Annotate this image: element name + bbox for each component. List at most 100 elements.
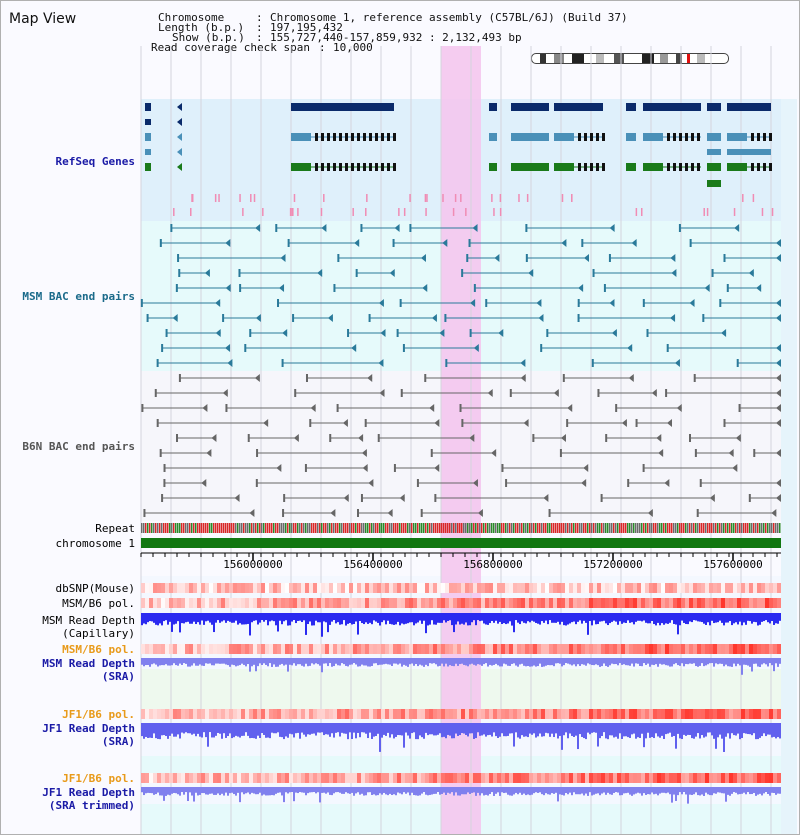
track-label-msm-bac[interactable]: MSM BAC end pairs (22, 290, 135, 303)
jf1-trimmed-depth-bar (599, 787, 601, 796)
b6n-bac-pair-end (459, 404, 462, 412)
repeat-element (483, 523, 485, 533)
repeat-element (575, 523, 577, 533)
msm-bac-pair-end (317, 269, 323, 277)
track-label-msm-depth-sra[interactable]: MSM Read Depth (42, 657, 135, 670)
snp-density-cell (169, 598, 173, 608)
b6n-bac-pair-end (282, 509, 285, 517)
snp-density-cell (689, 644, 693, 654)
msm-bac-pair-end (280, 254, 286, 262)
snp-density-cell (565, 773, 569, 783)
msm-bac-pair-end (704, 284, 710, 292)
msm-capillary-depth-bar (393, 613, 395, 625)
msm-sra-depth-bar (595, 658, 597, 665)
msm-sra-depth-bar (755, 658, 757, 664)
msm-sra-depth-bar (323, 658, 325, 664)
jf1-sra-depth-bar (333, 723, 335, 738)
msm-bac-pair-end (469, 329, 472, 337)
msm-capillary-depth-bar (301, 613, 303, 623)
msm-capillary-depth-bar (549, 613, 551, 621)
repeat-element (397, 523, 399, 533)
chromosome-ideogram[interactable] (531, 53, 729, 64)
track-label-refseq[interactable]: RefSeq Genes (55, 155, 135, 168)
msm-capillary-depth-bar (365, 613, 367, 623)
jf1-sra-depth-bar (453, 723, 455, 739)
track-label-b6n-bac[interactable]: B6N BAC end pairs (22, 440, 135, 453)
track-label-jf1-b6-pol[interactable]: JF1/B6 pol. (62, 708, 135, 721)
msm-capillary-depth-bar (469, 613, 471, 626)
jf1-trimmed-depth-bar (357, 787, 359, 793)
repeat-element (605, 523, 607, 533)
track-label-msm-b6-pol[interactable]: MSM/B6 pol. (62, 597, 135, 610)
repeat-element (407, 523, 409, 533)
jf1-sra-depth-bar (367, 723, 369, 739)
msm-bac-pair-end (646, 329, 649, 337)
msm-capillary-depth-bar (491, 613, 493, 621)
track-label-jf1-depth-sra[interactable]: JF1 Read Depth (42, 722, 135, 735)
msm-sra-depth-bar (455, 658, 457, 664)
jf1-trimmed-depth-bar (455, 787, 457, 793)
snp-density-cell (197, 583, 201, 593)
snp-density-cell (349, 644, 353, 654)
b6n-bac-pair-end (732, 464, 738, 472)
jf1-sra-depth-bar (161, 723, 163, 736)
jf1-sra-depth-bar (235, 723, 237, 736)
track-label-jf1-b6-pol-2[interactable]: JF1/B6 pol. (62, 772, 135, 785)
repeat-element (499, 523, 501, 533)
jf1-trimmed-depth-bar (503, 787, 505, 794)
jf1-sra-depth-bar (765, 723, 767, 737)
gene-marker (752, 194, 755, 202)
repeat-element (745, 523, 747, 533)
jf1-trimmed-depth-bar (183, 787, 185, 795)
jf1-sra-depth-bar (521, 723, 523, 736)
msm-bac-pair-end (389, 269, 395, 277)
jf1-trimmed-depth-bar (309, 787, 311, 793)
snp-density-cell (645, 773, 649, 783)
b6n-bac-pair-end (434, 494, 437, 502)
msm-sra-depth-bar (617, 658, 619, 666)
snp-density-cell (333, 773, 337, 783)
repeat-element (569, 523, 571, 533)
msm-sra-depth-bar (425, 658, 427, 665)
track-label-jf1-depth-trimmed[interactable]: JF1 Read Depth (42, 786, 135, 799)
repeat-element (525, 523, 527, 533)
msm-sra-depth-bar (753, 658, 755, 664)
jf1-sra-depth-bar (303, 723, 305, 735)
snp-density-cell (645, 598, 649, 608)
snp-density-cell (345, 583, 349, 593)
jf1-sra-depth-bar (151, 723, 153, 738)
b6n-bac-pair-end (628, 374, 634, 382)
repeat-element (313, 523, 315, 533)
msm-sra-depth-bar (285, 658, 287, 665)
repeat-element (597, 523, 599, 533)
jf1-sra-depth-bar (301, 723, 303, 733)
jf1-sra-depth-bar (477, 723, 479, 733)
gene-exon (369, 163, 372, 171)
track-label-repeat[interactable]: Repeat (95, 522, 135, 535)
track-label-dbsnp[interactable]: dbSNP(Mouse) (55, 582, 135, 595)
jf1-sra-depth-bar (219, 723, 221, 734)
jf1-sra-depth-bar (563, 723, 565, 736)
track-label-msm-depth-capillary[interactable]: MSM Read Depth (42, 614, 135, 627)
msm-sra-depth-bar (457, 658, 459, 666)
jf1-sra-depth-bar (393, 723, 395, 739)
repeat-element (265, 523, 267, 533)
msm-capillary-depth-bar (599, 613, 601, 622)
jf1-sra-depth-bar (149, 723, 151, 738)
msm-sra-depth-bar (373, 658, 375, 664)
jf1-sra-depth-bar (269, 723, 271, 739)
track-label-chromosome[interactable]: chromosome 1 (55, 537, 135, 550)
repeat-element (703, 523, 705, 533)
repeat-element (157, 523, 159, 533)
msm-sra-depth-bar (727, 658, 729, 667)
snp-density-cell (629, 773, 633, 783)
snp-density-cell (237, 709, 241, 719)
msm-capillary-depth-bar (167, 613, 169, 625)
track-label-msm-b6-pol-2[interactable]: MSM/B6 pol. (62, 643, 135, 656)
msm-capillary-depth-bar (611, 613, 613, 622)
snp-density-cell (417, 583, 421, 593)
snp-density-cell (401, 583, 405, 593)
jf1-sra-depth-bar (481, 723, 483, 736)
jf1-trimmed-depth-bar (387, 787, 389, 796)
